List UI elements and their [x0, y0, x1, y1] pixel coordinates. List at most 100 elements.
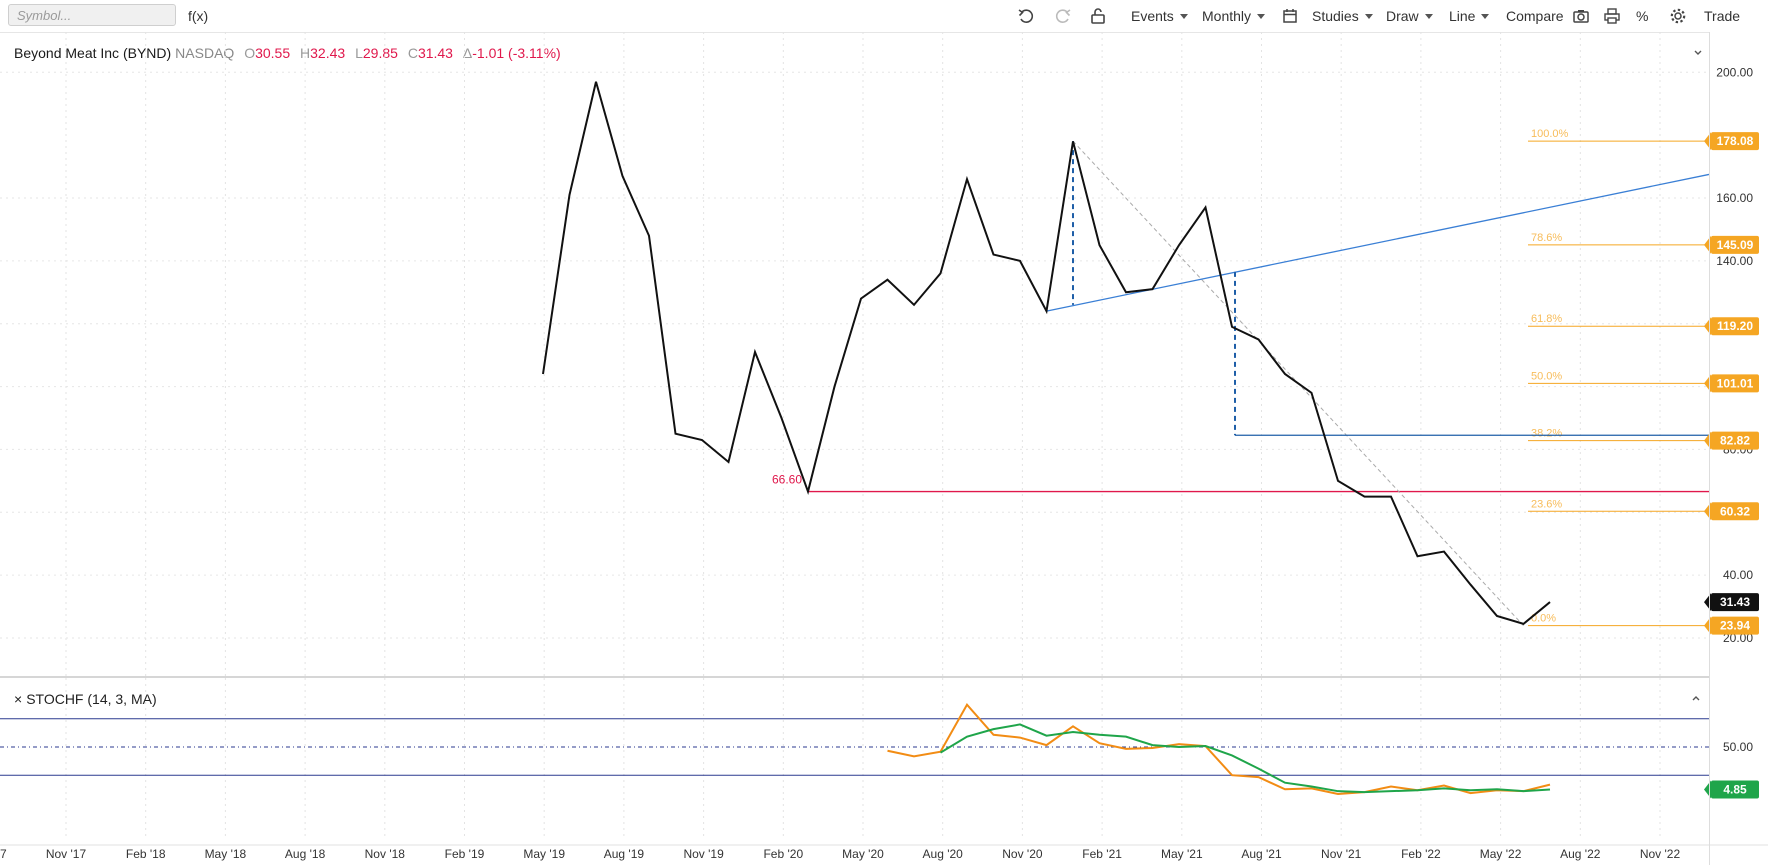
chart-toolbar: f(x) Events Monthly Studies Draw Line Co…	[0, 0, 1768, 33]
stochastic-study-name: STOCHF (14, 3, MA)	[26, 691, 157, 707]
fib-level-percent: 61.8%	[1531, 313, 1562, 325]
stochastic-study-label: × STOCHF (14, 3, MA)	[14, 691, 157, 707]
time-axis-tick-label: Nov '20	[1002, 847, 1043, 861]
stochastic-d-line	[939, 723, 1551, 794]
compare-button[interactable]: Compare	[1506, 8, 1564, 24]
time-axis-tick-label: Nov '22	[1640, 847, 1681, 861]
fib-price-tag: 60.32	[1720, 504, 1750, 518]
panel-divider[interactable]	[0, 676, 1709, 678]
time-axis-tick-label: May '21	[1161, 847, 1203, 861]
remove-study-icon[interactable]: ×	[14, 691, 23, 707]
fib-level-percent: 38.2%	[1531, 428, 1562, 440]
fib-price-tag: 145.09	[1717, 238, 1754, 252]
open-value: 30.55	[255, 45, 291, 61]
chevron-down-icon	[1481, 13, 1490, 19]
open-key: O	[244, 45, 256, 61]
time-axis-tick-label: 7	[0, 847, 7, 861]
fib-price-tag-background	[1711, 132, 1759, 151]
time-axis-tick-label: Feb '18	[126, 847, 166, 861]
fib-price-tag: 119.20	[1717, 319, 1753, 333]
camera-icon[interactable]	[1571, 6, 1591, 26]
exchange-label: NASDAQ	[175, 45, 235, 61]
fib-price-tag-background	[1711, 317, 1759, 336]
time-axis-tick-label: May '22	[1480, 847, 1522, 861]
fib-price-tag-background	[1711, 235, 1759, 254]
print-icon[interactable]	[1602, 6, 1622, 26]
fibonacci-labels: 178.08 145.09 119.20 101.01 82.82 60.32 23.94 3…	[1704, 132, 1759, 799]
low-value: 29.85	[362, 45, 398, 61]
chart-drawings: 66.60 100.0% 78.6% 61.8% 50.0% 38.2% 23.6% 0.0%	[772, 128, 1710, 627]
chevron-up-icon[interactable]	[1690, 692, 1702, 704]
time-axis-tick-label: Aug '22	[1560, 847, 1601, 861]
time-axis-tick-label: Aug '21	[1241, 847, 1282, 861]
chevron-down-icon	[1179, 13, 1188, 19]
time-axis-tick-label: Nov '21	[1321, 847, 1362, 861]
high-key: H	[300, 45, 311, 61]
fib-level-percent: 100.0%	[1531, 128, 1569, 140]
fib-price-tag-background	[1711, 616, 1759, 635]
chevron-down-icon	[1424, 13, 1433, 19]
time-axis-tick-label: Aug '20	[923, 847, 964, 861]
events-label: Events	[1131, 8, 1174, 24]
fib-level-percent: 50.0%	[1531, 370, 1562, 382]
price-chart[interactable]: 66.60 100.0% 78.6% 61.8% 50.0% 38.2% 23.6% 0.0%…	[0, 32, 1768, 865]
time-axis-tick-label: Feb '19	[445, 847, 485, 861]
time-axis-tick-label: Nov '19	[683, 847, 724, 861]
draw-label: Draw	[1386, 8, 1419, 24]
line-type-menu[interactable]: Line	[1449, 8, 1490, 24]
quote-header: Beyond Meat Inc (BYND) NASDAQ O30.55 H32.…	[14, 45, 561, 61]
close-value: 31.43	[417, 45, 453, 61]
time-axis-tick-label: May '19	[523, 847, 565, 861]
time-axis-tick-label: Nov '17	[46, 847, 87, 861]
stochastic-k-line	[887, 702, 1551, 796]
time-axis-tick-label: Feb '20	[763, 847, 803, 861]
events-menu[interactable]: Events	[1131, 8, 1188, 24]
undo-icon[interactable]	[1016, 6, 1036, 26]
calendar-icon[interactable]	[1280, 6, 1300, 26]
time-axis-tick-label: Aug '18	[285, 847, 326, 861]
gear-icon[interactable]	[1668, 6, 1688, 26]
fib-level-percent: 0.0%	[1531, 613, 1556, 625]
line-type-label: Line	[1449, 8, 1476, 24]
stochastic-last-value-tag-background	[1711, 780, 1759, 799]
stochastic-axis-tick-label: 50.00	[1723, 740, 1753, 754]
fib-price-tag: 101.01	[1717, 376, 1754, 390]
stochastic-last-value-tag: 4.85	[1723, 782, 1747, 796]
fib-price-tag: 82.82	[1720, 434, 1750, 448]
fib-price-tag-background	[1711, 431, 1759, 450]
price-axis-tick-label: 200.00	[1716, 65, 1753, 79]
studies-menu[interactable]: Studies	[1312, 8, 1373, 24]
function-button[interactable]: f(x)	[188, 8, 209, 24]
chevron-down-icon[interactable]	[1692, 46, 1704, 58]
price-axis-tick-label: 40.00	[1723, 568, 1753, 582]
time-axis-tick-label: Feb '22	[1401, 847, 1441, 861]
interval-label: Monthly	[1202, 8, 1252, 24]
unlock-icon[interactable]	[1088, 6, 1108, 26]
trade-button[interactable]: Trade	[1704, 8, 1741, 24]
high-value: 32.43	[310, 45, 346, 61]
trend-line	[1046, 173, 1710, 312]
studies-label: Studies	[1312, 8, 1359, 24]
time-axis-tick-label: May '18	[205, 847, 247, 861]
time-axis: 7 Nov '17 Feb '18 May '18 Aug '18 Nov '18 Feb …	[0, 844, 1768, 861]
percent-scale-button[interactable]: %	[1636, 8, 1649, 24]
support-line-label: 66.60	[772, 473, 802, 487]
time-axis-tick-label: Feb '21	[1082, 847, 1122, 861]
time-axis-tick-label: Nov '18	[365, 847, 406, 861]
fib-price-tag-background	[1711, 374, 1759, 393]
fib-price-tag: 23.94	[1720, 619, 1750, 633]
interval-menu[interactable]: Monthly	[1202, 8, 1266, 24]
fib-level-percent: 23.6%	[1531, 498, 1562, 510]
instrument-name: Beyond Meat Inc (BYND)	[14, 45, 172, 61]
chevron-down-icon	[1364, 13, 1373, 19]
draw-menu[interactable]: Draw	[1386, 8, 1433, 24]
price-series	[542, 81, 1551, 625]
axis-divider	[1709, 32, 1710, 865]
last-price-tag-background	[1711, 593, 1759, 612]
time-axis-tick-label: May '20	[842, 847, 884, 861]
symbol-search-input[interactable]	[8, 4, 176, 26]
price-line	[542, 81, 1551, 625]
price-axis-tick-label: 160.00	[1716, 191, 1753, 205]
fib-price-tag-background	[1711, 502, 1759, 521]
redo-icon[interactable]	[1053, 6, 1073, 26]
